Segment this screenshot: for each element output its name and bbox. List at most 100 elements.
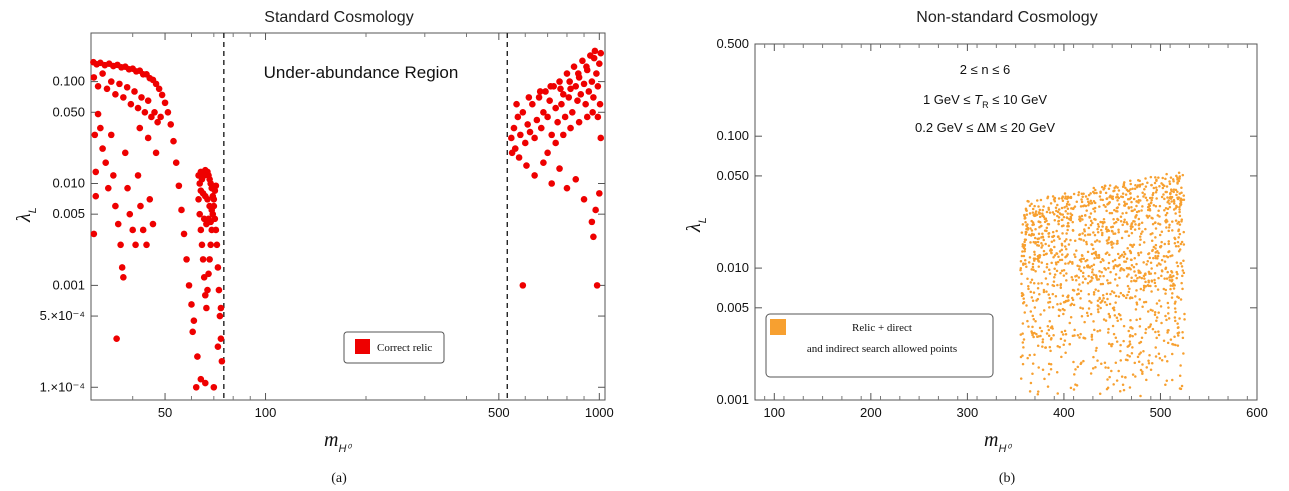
data-point: [1059, 286, 1063, 289]
data-point: [1102, 259, 1105, 262]
data-point: [1130, 351, 1134, 355]
data-point: [1056, 214, 1059, 218]
data-point: [200, 274, 208, 281]
data-point: [1094, 253, 1098, 256]
data-point: [1050, 261, 1053, 265]
data-point: [1116, 252, 1120, 256]
data-point: [1128, 287, 1131, 290]
data-point: [1176, 178, 1179, 181]
data-point: [1029, 290, 1033, 294]
data-point: [208, 206, 216, 214]
data-point: [1069, 303, 1072, 307]
data-point: [1096, 227, 1099, 231]
data-point: [1065, 254, 1068, 258]
scatter-points: [1019, 171, 1186, 398]
data-point: [1134, 223, 1137, 226]
data-point: [1100, 233, 1104, 237]
data-point: [1116, 193, 1119, 196]
data-point: [1035, 299, 1038, 302]
data-point: [1174, 310, 1177, 314]
data-point: [592, 206, 599, 214]
data-point: [1109, 270, 1112, 274]
data-point: [1176, 190, 1179, 193]
data-point: [1069, 238, 1072, 242]
data-point: [1173, 236, 1176, 240]
data-point: [1169, 176, 1173, 179]
x-tick-labels: 100 200 300 400 500 600: [763, 405, 1267, 420]
data-point: [104, 184, 112, 192]
data-point: [1026, 356, 1029, 360]
data-point: [1172, 343, 1175, 346]
legend-label-line1: Relic + direct: [852, 322, 912, 334]
data-point: [1170, 269, 1173, 273]
data-point: [1176, 295, 1179, 298]
data-point: [124, 184, 131, 192]
data-point: [1051, 230, 1055, 234]
data-point: [1061, 294, 1065, 298]
data-point: [1155, 188, 1159, 192]
data-point: [1146, 260, 1150, 263]
data-point: [1165, 190, 1168, 194]
data-point: [1130, 279, 1133, 283]
data-point: [575, 118, 583, 126]
data-point: [1141, 363, 1144, 366]
data-point: [1108, 253, 1111, 257]
data-point: [1122, 339, 1125, 343]
data-point: [143, 241, 150, 249]
data-point: [1045, 290, 1048, 293]
data-point: [1181, 173, 1185, 177]
data-point: [1121, 212, 1124, 215]
data-point: [1051, 195, 1055, 198]
data-point: [1092, 231, 1095, 234]
data-point: [1084, 204, 1088, 208]
data-point: [1116, 186, 1119, 189]
data-point: [1075, 200, 1079, 203]
data-point: [1167, 240, 1170, 243]
data-point: [1096, 359, 1099, 362]
data-point: [192, 383, 200, 391]
data-point: [1042, 309, 1046, 312]
data-point: [1116, 284, 1119, 287]
data-point: [1163, 277, 1166, 280]
y-tick-label: 0.100: [716, 128, 749, 143]
data-point: [1031, 262, 1035, 266]
data-point: [1159, 244, 1163, 248]
data-point: [1137, 251, 1140, 255]
annotation-tr-range: 1 GeV ≤ TR ≤ 10 GeV: [923, 92, 1047, 110]
data-point: [217, 304, 225, 312]
y-tick-label: 0.005: [716, 300, 749, 315]
data-point: [1072, 303, 1076, 307]
data-point: [554, 118, 561, 126]
data-point: [1160, 230, 1164, 233]
data-point: [1037, 260, 1041, 263]
data-point: [1154, 346, 1157, 349]
data-point: [577, 91, 585, 98]
data-point: [1152, 186, 1156, 190]
data-point: [214, 343, 222, 351]
data-point: [1102, 218, 1106, 221]
data-point: [1048, 211, 1052, 214]
y-tick-label: 0.050: [716, 168, 749, 183]
data-point: [152, 80, 160, 88]
data-point: [1045, 210, 1049, 214]
data-point: [1092, 320, 1095, 323]
data-point: [1111, 260, 1115, 263]
data-point: [1157, 209, 1160, 212]
data-point: [1166, 341, 1170, 345]
data-point: [1142, 350, 1145, 353]
data-point: [1024, 207, 1028, 210]
data-point: [1105, 209, 1108, 213]
data-point: [1035, 332, 1038, 336]
data-point: [1118, 263, 1121, 267]
data-point: [1091, 268, 1094, 271]
data-point: [1145, 263, 1148, 266]
data-point: [1129, 268, 1132, 271]
data-point: [110, 172, 117, 179]
data-point: [1149, 261, 1153, 265]
data-point: [1099, 198, 1103, 201]
data-point: [1032, 335, 1035, 339]
plot-frame: [90, 32, 606, 401]
data-point: [1149, 368, 1153, 371]
data-point: [1144, 227, 1147, 231]
